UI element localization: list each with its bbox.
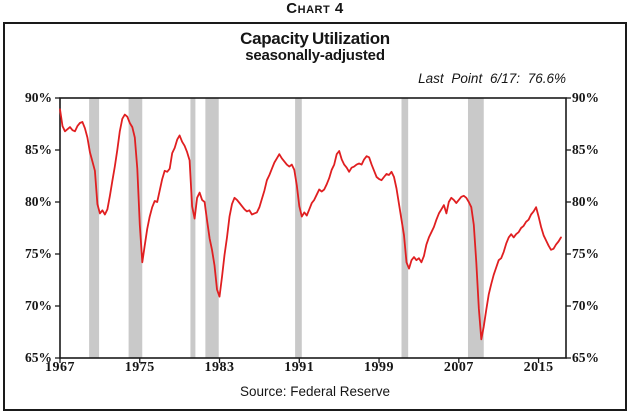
x-tick-label: 2007 [443,360,474,375]
chart-subtitle: seasonally-adjusted [245,47,385,64]
y-tick-label-right: 75% [572,246,599,261]
x-tick-label: 1983 [204,360,235,375]
x-tick-label: 1967 [45,360,75,375]
y-tick-label-right: 65% [572,350,599,365]
x-tick-label: 2015 [523,360,554,375]
y-tick-label-left: 75% [25,246,52,261]
y-tick-label-right: 85% [572,142,599,157]
x-tick-label: 1975 [124,360,155,375]
y-tick-label-left: 65% [25,350,52,365]
y-tick-label-right: 90% [572,90,599,105]
source-text: Source: Federal Reserve [239,384,391,399]
y-tick-label-left: 70% [25,298,52,313]
x-tick-label: 1991 [284,360,315,375]
x-tick-label: 1999 [364,360,395,375]
y-tick-label-right: 80% [572,194,599,209]
chart-number-caption: Chart 4 [286,0,344,17]
y-tick-label-left: 80% [25,194,52,209]
y-tick-label-right: 70% [572,298,599,313]
last-point-annotation: Last Point 6/17: 76.6% [418,71,566,86]
y-tick-label-left: 90% [25,90,52,105]
y-tick-label-left: 85% [25,142,52,157]
chart-title: Capacity Utilization [240,29,390,48]
